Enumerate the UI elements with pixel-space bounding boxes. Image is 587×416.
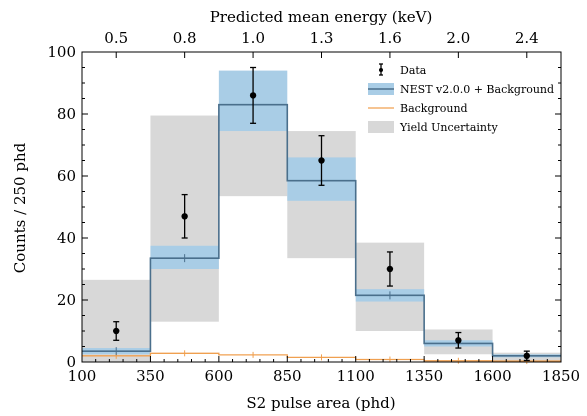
legend: Data NEST v2.0.0 + Background Background Yi… <box>368 63 554 134</box>
x-tick-label: 1600 <box>473 367 511 385</box>
x-tick-label: 1850 <box>542 367 580 385</box>
y-tick-label: 100 <box>47 43 76 61</box>
data-point <box>113 327 120 335</box>
y-axis-title: Counts / 250 phd <box>11 142 29 273</box>
top-tick-label: 1.3 <box>310 29 334 47</box>
legend-background-label: Background <box>400 102 468 115</box>
y-tick-label: 20 <box>57 291 76 309</box>
top-tick-label: 1.0 <box>241 29 265 47</box>
y-tick-label: 60 <box>57 167 76 185</box>
top-tick-label: 0.5 <box>104 29 128 47</box>
top-tick-label: 2.0 <box>446 29 470 47</box>
legend-yield-swatch <box>368 121 394 133</box>
y-tick-label: 0 <box>66 353 76 371</box>
x-tick-label: 1100 <box>337 367 375 385</box>
x-axis-title: S2 pulse area (phd) <box>246 394 395 412</box>
x-tick-label: 1350 <box>405 367 443 385</box>
y-tick-label: 80 <box>57 105 76 123</box>
top-tick-label: 0.8 <box>173 29 197 47</box>
x-tick-label: 850 <box>273 367 302 385</box>
data-point <box>249 92 257 99</box>
yield-band-bin <box>218 129 288 197</box>
data-point <box>181 213 188 220</box>
data-points-layer <box>113 66 530 362</box>
x-tick-label: 600 <box>205 367 234 385</box>
top-tick-label: 2.4 <box>515 29 539 47</box>
top-tick-label: 1.6 <box>378 29 402 47</box>
data-point <box>386 265 394 273</box>
x-tick-label: 350 <box>136 367 165 385</box>
y-tick-label: 40 <box>57 229 76 247</box>
legend-nest-label: NEST v2.0.0 + Background <box>400 83 554 96</box>
data-point <box>318 157 325 164</box>
legend-yield-label: Yield Uncertainty <box>399 121 498 134</box>
data-point <box>523 352 530 359</box>
legend-data-label: Data <box>400 64 427 77</box>
legend-data-dot <box>379 68 383 72</box>
data-point <box>455 337 462 344</box>
top-axis-title: Predicted mean energy (keV) <box>210 8 433 26</box>
axes-layer: 100 350 600 850 1100 1350 1600 1850 0 20 40 60 80 100… <box>47 29 580 385</box>
x-tick-label: 100 <box>68 367 97 385</box>
